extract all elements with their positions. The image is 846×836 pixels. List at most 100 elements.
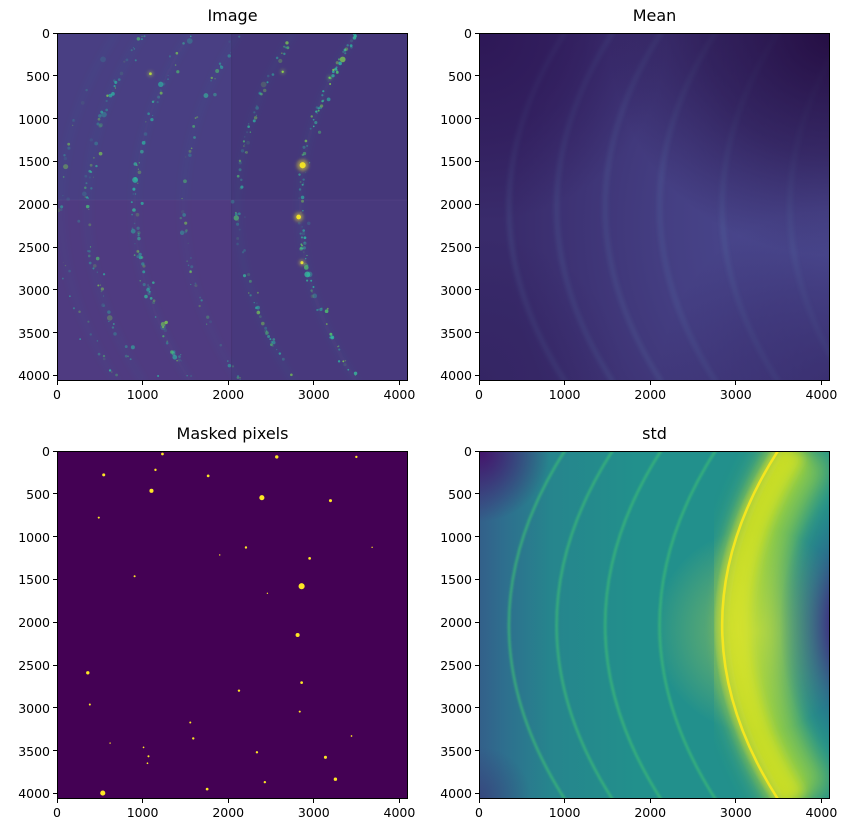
- y-tick-label: 500: [26, 68, 50, 84]
- x-tick-label: 4000: [383, 387, 416, 402]
- x-tick-label: 0: [475, 387, 483, 402]
- y-tick-label: 0: [42, 444, 50, 459]
- y-tick-mark: [53, 118, 57, 120]
- y-tick-mark: [53, 750, 57, 752]
- y-tick-label: 2500: [440, 240, 472, 256]
- x-tick-label: 4000: [805, 805, 838, 820]
- subplot-std-title: std: [642, 424, 667, 443]
- x-tick-mark: [649, 799, 651, 803]
- std-heatmap-canvas: [480, 452, 829, 798]
- x-tick-label: 1000: [548, 805, 581, 820]
- x-tick-mark: [820, 799, 822, 803]
- y-tick-mark: [53, 75, 57, 77]
- y-tick-label: 1000: [440, 529, 472, 545]
- y-tick-mark: [475, 374, 479, 376]
- y-tick-mark: [53, 664, 57, 666]
- y-tick-label: 2000: [18, 197, 50, 213]
- y-tick-mark: [53, 578, 57, 580]
- y-tick-label: 2500: [18, 240, 50, 256]
- y-tick-label: 3000: [440, 282, 472, 298]
- x-tick-mark: [735, 381, 737, 385]
- y-tick-label: 0: [464, 26, 472, 41]
- y-tick-mark: [475, 75, 479, 77]
- y-tick-mark: [53, 332, 57, 334]
- y-tick-mark: [475, 750, 479, 752]
- subplot-std-frame: [479, 451, 830, 799]
- x-tick-label: 0: [53, 805, 61, 820]
- y-tick-mark: [475, 621, 479, 623]
- y-tick-mark: [53, 450, 57, 452]
- x-tick-label: 2000: [634, 805, 667, 820]
- x-tick-mark: [313, 381, 315, 385]
- y-tick-label: 3000: [18, 282, 50, 298]
- y-tick-label: 2000: [440, 197, 472, 213]
- x-tick-mark: [142, 799, 144, 803]
- x-tick-mark: [478, 799, 480, 803]
- x-tick-label: 2000: [212, 805, 245, 820]
- x-tick-label: 1000: [126, 387, 159, 402]
- y-tick-label: 2000: [440, 615, 472, 631]
- x-tick-mark: [227, 381, 229, 385]
- y-tick-mark: [475, 289, 479, 291]
- y-tick-mark: [53, 160, 57, 162]
- x-tick-label: 4000: [383, 805, 416, 820]
- x-tick-mark: [227, 799, 229, 803]
- y-tick-mark: [53, 203, 57, 205]
- subplot-masked-pixels-frame: [57, 451, 408, 799]
- x-tick-label: 1000: [126, 805, 159, 820]
- y-tick-label: 500: [448, 486, 472, 502]
- subplot-masked-pixels-title: Masked pixels: [176, 424, 289, 443]
- y-tick-mark: [475, 707, 479, 709]
- y-tick-label: 2500: [440, 658, 472, 674]
- x-tick-mark: [313, 799, 315, 803]
- subplot-mean-frame: [479, 33, 830, 381]
- x-tick-label: 3000: [297, 805, 330, 820]
- y-tick-label: 3500: [440, 325, 472, 341]
- y-tick-label: 4000: [18, 786, 50, 802]
- y-tick-mark: [475, 246, 479, 248]
- y-tick-label: 3000: [18, 700, 50, 716]
- y-tick-label: 1500: [18, 154, 50, 170]
- y-tick-mark: [53, 493, 57, 495]
- y-tick-label: 4000: [440, 786, 472, 802]
- x-tick-label: 0: [475, 805, 483, 820]
- x-tick-mark: [478, 381, 480, 385]
- x-tick-mark: [398, 799, 400, 803]
- y-tick-mark: [475, 536, 479, 538]
- y-tick-mark: [475, 578, 479, 580]
- y-tick-label: 4000: [440, 368, 472, 384]
- x-tick-label: 2000: [212, 387, 245, 402]
- y-tick-mark: [53, 374, 57, 376]
- y-tick-mark: [53, 707, 57, 709]
- y-tick-label: 1500: [18, 572, 50, 588]
- x-tick-mark: [56, 381, 58, 385]
- y-tick-label: 3500: [18, 325, 50, 341]
- x-tick-mark: [820, 381, 822, 385]
- y-tick-mark: [53, 246, 57, 248]
- x-tick-label: 0: [53, 387, 61, 402]
- x-tick-label: 3000: [719, 387, 752, 402]
- y-tick-mark: [53, 792, 57, 794]
- subplot-image-title: Image: [207, 6, 258, 25]
- y-tick-mark: [475, 792, 479, 794]
- subplot-image-frame: [57, 33, 408, 381]
- y-tick-mark: [475, 118, 479, 120]
- y-tick-label: 3000: [440, 700, 472, 716]
- x-tick-mark: [649, 381, 651, 385]
- y-tick-label: 1500: [440, 154, 472, 170]
- x-tick-mark: [398, 381, 400, 385]
- x-tick-label: 1000: [548, 387, 581, 402]
- y-tick-mark: [475, 332, 479, 334]
- y-tick-label: 1000: [18, 529, 50, 545]
- y-tick-label: 1000: [18, 111, 50, 127]
- y-tick-label: 0: [464, 444, 472, 459]
- y-tick-mark: [53, 32, 57, 34]
- y-tick-label: 3500: [440, 743, 472, 759]
- y-tick-mark: [53, 289, 57, 291]
- y-tick-mark: [475, 450, 479, 452]
- y-tick-label: 1500: [440, 572, 472, 588]
- y-tick-mark: [53, 536, 57, 538]
- y-tick-label: 2500: [18, 658, 50, 674]
- y-tick-label: 3500: [18, 743, 50, 759]
- y-tick-mark: [475, 203, 479, 205]
